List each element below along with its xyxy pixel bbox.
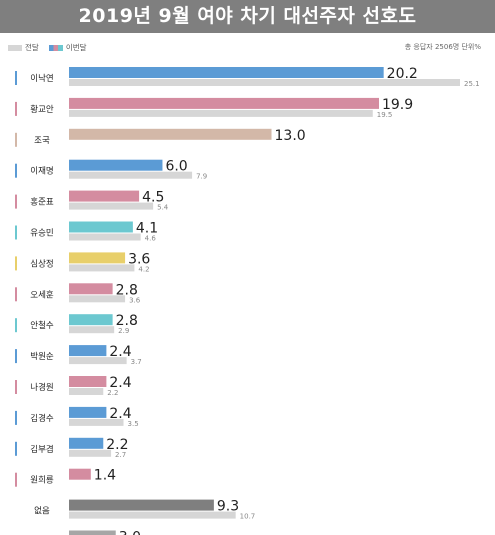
- bar-current: [69, 190, 140, 202]
- value-label-current: 1.4: [94, 468, 116, 484]
- value-label-previous: 7.9: [196, 173, 207, 181]
- category-marker: [15, 349, 17, 364]
- value-label-current: 19.9: [382, 97, 413, 113]
- category-label: 김부겸: [30, 444, 53, 455]
- value-label-previous: 10.7: [240, 513, 256, 521]
- value-label-current: 13.0: [275, 128, 306, 144]
- bar-current: [69, 468, 91, 480]
- value-label-current: 3.6: [128, 251, 150, 267]
- category-label: 황교안: [30, 104, 54, 115]
- category-marker: [15, 132, 17, 147]
- bar-previous: [69, 511, 236, 519]
- category-label: 유승민: [30, 228, 53, 239]
- category-label: 김경수: [30, 413, 54, 424]
- bar-previous: [69, 388, 104, 395]
- bar-current: [69, 159, 163, 171]
- legend-swatch-prev: [8, 44, 22, 51]
- bar-current: [69, 67, 384, 78]
- bar-previous: [69, 295, 126, 303]
- value-label-previous: 3.5: [128, 420, 139, 428]
- value-label-current: 6.0: [165, 159, 187, 175]
- bar-previous: [69, 202, 154, 210]
- category-marker: [15, 256, 17, 271]
- bar-current: [69, 283, 113, 295]
- bar-previous: [69, 264, 135, 272]
- bar-current: [69, 499, 214, 511]
- category-label: 조국: [34, 136, 50, 146]
- value-label-previous: 4.2: [138, 265, 149, 273]
- legend: 전달 이번달: [8, 42, 87, 53]
- value-label-current: 2.2: [106, 437, 128, 453]
- value-label-current: 2.4: [109, 406, 131, 422]
- value-label-current: 20.2: [387, 66, 418, 82]
- bar-current: [69, 406, 107, 418]
- bar-previous: [69, 326, 115, 334]
- value-label-current: 2.4: [109, 375, 131, 391]
- chart-title: 2019년 9월 여야 차기 대선주자 선호도: [0, 0, 495, 33]
- bar-previous: [69, 357, 127, 365]
- value-label-current: 4.5: [142, 190, 164, 206]
- legend-item-curr: 이번달: [48, 42, 87, 53]
- bar-current: [69, 97, 379, 109]
- bar-previous: [69, 109, 373, 117]
- value-label-previous: 2.7: [115, 451, 126, 459]
- legend-label-prev: 전달: [25, 43, 39, 52]
- value-label-previous: 3.7: [131, 358, 142, 366]
- bar-current: [69, 345, 107, 357]
- bar-previous: [69, 449, 112, 457]
- value-label-current: 2.4: [109, 344, 131, 360]
- category-marker: [15, 71, 17, 85]
- value-label-previous: 19.5: [377, 111, 393, 119]
- bar-previous: [69, 418, 124, 426]
- bar-current: [69, 314, 113, 326]
- value-label-previous: 25.1: [464, 80, 480, 88]
- category-label: 이재명: [30, 166, 53, 177]
- category-label: 안철수: [30, 320, 54, 331]
- category-marker: [15, 225, 17, 240]
- value-label-previous: 5.4: [157, 204, 169, 212]
- bar-previous: [69, 233, 141, 241]
- legend-swatch-curr: [48, 44, 63, 51]
- category-label: 나경원: [30, 382, 53, 393]
- category-label: 없음: [34, 507, 50, 517]
- category-label: 박원순: [30, 351, 54, 362]
- value-label-previous: 4.6: [145, 235, 157, 243]
- category-label: 심상정: [30, 258, 53, 269]
- value-label-current: 2.8: [116, 282, 138, 298]
- category-label: 홍준표: [30, 197, 54, 208]
- bar-previous: [69, 171, 193, 179]
- legend-item-prev: 전달: [8, 42, 39, 53]
- bar-current: [69, 252, 126, 264]
- legend-label-curr: 이번달: [65, 43, 87, 52]
- bar-current: [69, 530, 116, 535]
- respondents-note: 총 응답자 2506명 단위%: [404, 43, 481, 51]
- category-label: 오세훈: [30, 289, 54, 300]
- category-marker: [15, 318, 17, 333]
- category-marker: [15, 472, 17, 487]
- value-label-current: 4.1: [136, 221, 158, 237]
- category-marker: [15, 441, 17, 456]
- bar-current: [69, 221, 133, 233]
- category-marker: [15, 163, 17, 178]
- category-marker: [15, 194, 17, 209]
- bar-previous: [69, 79, 460, 86]
- value-label-current: 2.8: [116, 313, 138, 329]
- bar-current: [69, 128, 272, 140]
- value-label-current: 9.3: [217, 499, 239, 515]
- value-label-previous: 2.9: [118, 327, 129, 335]
- category-marker: [15, 287, 17, 302]
- value-label-previous: 2.2: [107, 389, 118, 397]
- value-label-previous: 3.6: [129, 296, 141, 304]
- category-marker: [15, 101, 17, 116]
- category-marker: [15, 380, 17, 394]
- value-label-current: 3.0: [119, 530, 141, 535]
- category-marker: [15, 410, 17, 425]
- bar-current: [69, 376, 107, 387]
- bar-current: [69, 437, 104, 449]
- category-label: 원희룡: [30, 475, 54, 486]
- category-label: 이낙연: [30, 73, 53, 84]
